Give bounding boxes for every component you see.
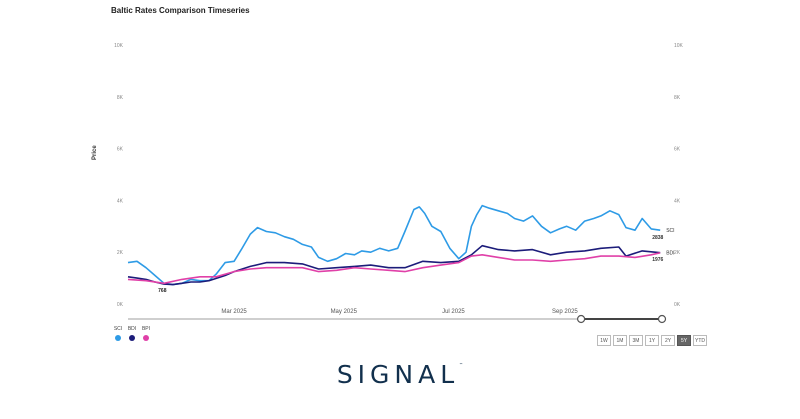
range-button-1m[interactable]: 1M [613, 335, 627, 346]
chart-plot: 0K 0K 2K 2K 4K 4K 6K 6K 8K 8K 10K 10K Mar 2025 May 20… [114, 43, 684, 324]
range-button-2y[interactable]: 2Y [661, 335, 675, 346]
end-label-bpi: 1976 [652, 257, 663, 263]
series-line-sci [127, 204, 661, 286]
min-annotation: 768 [158, 288, 167, 294]
y-tick-label-right: 10K [674, 43, 684, 49]
navigator-handle-left[interactable] [576, 314, 586, 324]
series-line-bpi [127, 252, 661, 285]
logo-text: SIGNAL [336, 360, 460, 389]
y-tick-label-right: 0K [674, 302, 681, 308]
legend-item-bdi[interactable]: BDI [127, 326, 137, 341]
range-button-3m[interactable]: 3M [629, 335, 643, 346]
range-selector: 1W 1M 3M 1Y 2Y 5Y YTD [597, 335, 707, 346]
range-button-1y[interactable]: 1Y [645, 335, 659, 346]
legend: SCI BDI BPI [113, 326, 151, 341]
end-label-bdi: BDI [666, 251, 674, 257]
y-tick-label-left: 0K [117, 302, 124, 308]
legend-label: SCI [113, 326, 123, 332]
x-tick-label: Mar 2025 [221, 309, 247, 315]
range-button-ytd[interactable]: YTD [693, 335, 707, 346]
legend-item-bpi[interactable]: BPI [141, 326, 151, 341]
logo-trademark: ™ [459, 362, 464, 367]
end-label-sci: 2838 [652, 235, 663, 241]
y-tick-label-right: 4K [674, 198, 681, 204]
x-tick-label: May 2025 [331, 309, 358, 315]
y-tick-label-left: 2K [117, 250, 124, 256]
y-tick-label-left: 10K [114, 43, 124, 49]
y-tick-label-right: 8K [674, 95, 681, 101]
legend-label: BDI [127, 326, 137, 332]
y-tick-label-right: 6K [674, 147, 681, 153]
chart-title: Baltic Rates Comparison Timeseries [111, 6, 250, 15]
end-label-sci: SCI [666, 228, 674, 234]
legend-dot [129, 335, 135, 341]
range-button-5y[interactable]: 5Y [677, 335, 691, 346]
y-tick-label-left: 8K [117, 95, 124, 101]
y-tick-label-right: 2K [674, 250, 681, 256]
range-button-1w[interactable]: 1W [597, 335, 611, 346]
signal-logo: SIGNAL™ [0, 360, 800, 389]
legend-label: BPI [141, 326, 151, 332]
legend-dot [143, 335, 149, 341]
x-tick-label: Jul 2025 [442, 309, 465, 315]
y-tick-label-left: 6K [117, 147, 124, 153]
series-line-bdi [127, 244, 661, 286]
legend-item-sci[interactable]: SCI [113, 326, 123, 341]
y-tick-label-left: 4K [117, 198, 124, 204]
x-tick-label: Sep 2025 [552, 309, 578, 315]
legend-dot [115, 335, 121, 341]
navigator-handle-right[interactable] [657, 314, 667, 324]
